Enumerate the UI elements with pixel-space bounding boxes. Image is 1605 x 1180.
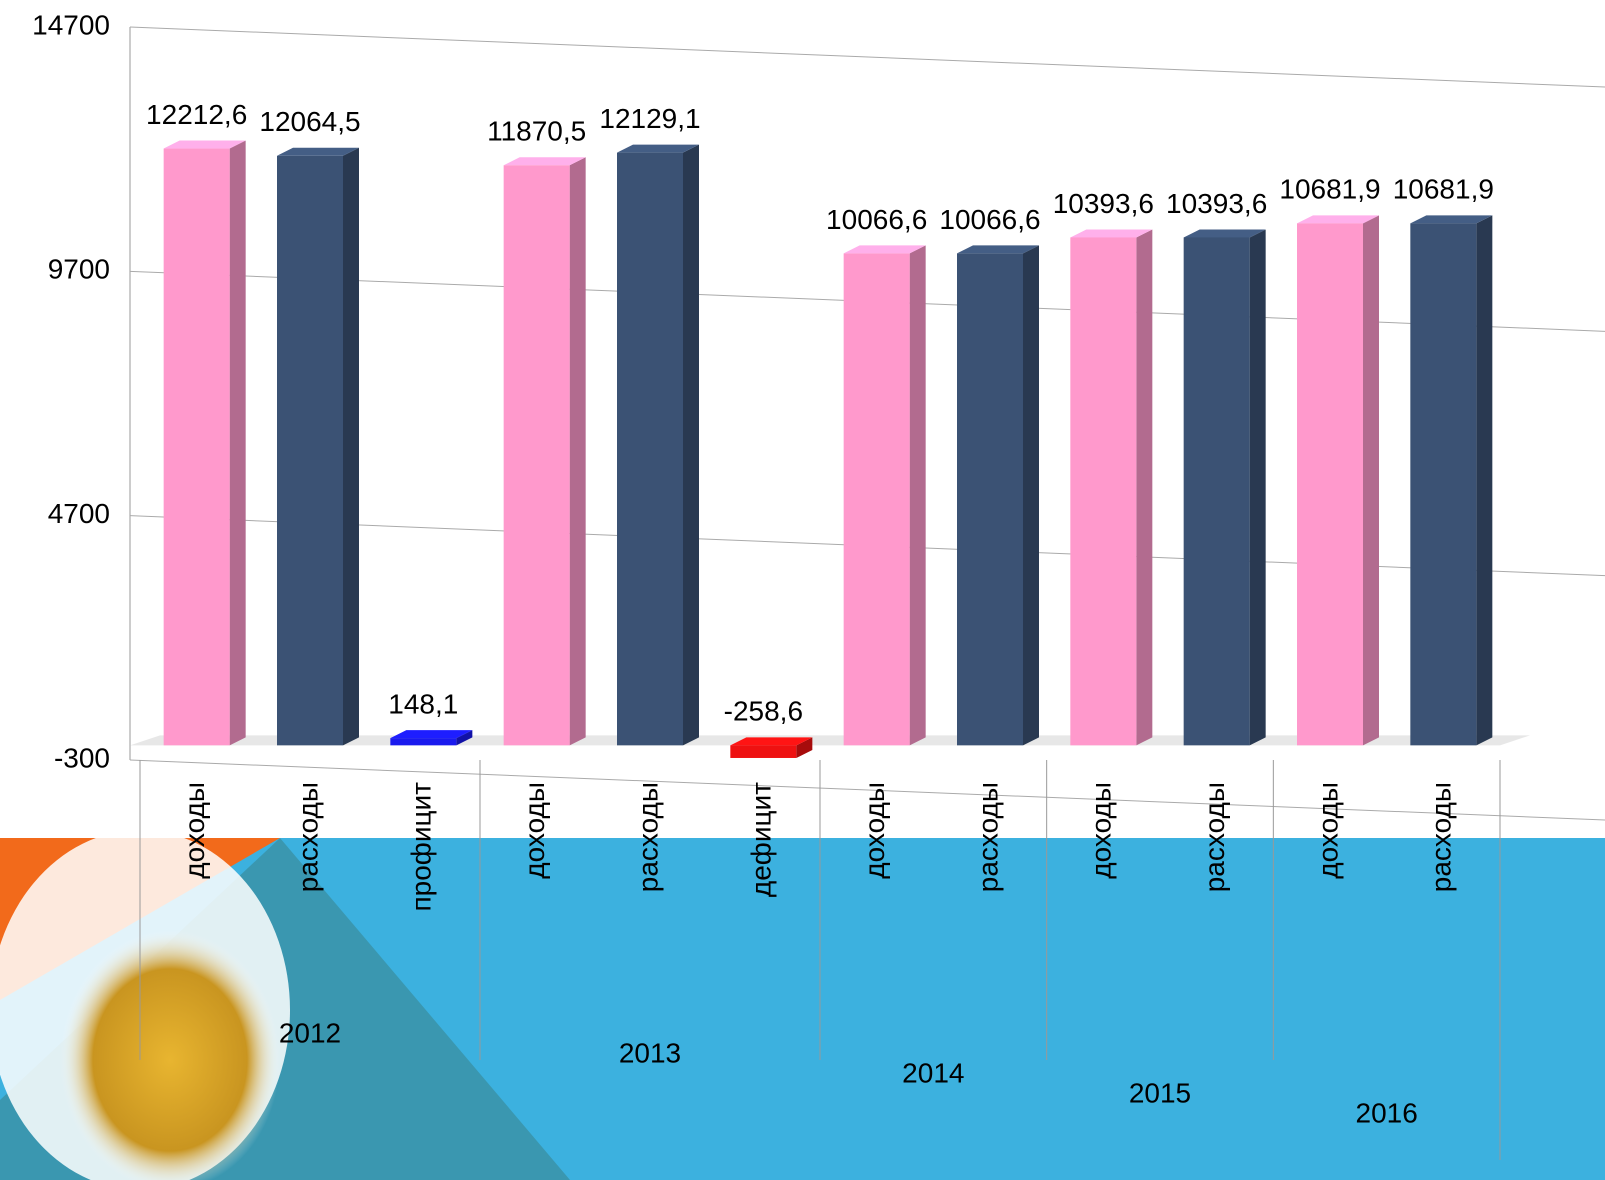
- grid-line: [130, 27, 1605, 87]
- value-label: 12212,6: [146, 99, 247, 130]
- bar: [730, 745, 796, 758]
- bar-side: [910, 245, 926, 745]
- group-label: 2013: [619, 1037, 681, 1068]
- bar: [164, 149, 230, 746]
- value-label: 11870,5: [487, 116, 586, 147]
- value-label: 10681,9: [1279, 174, 1380, 205]
- bar: [1410, 223, 1476, 745]
- bar: [504, 165, 570, 745]
- x-tick-label: расходы: [292, 782, 323, 892]
- bar: [390, 738, 456, 745]
- group-label: 2016: [1356, 1097, 1418, 1128]
- value-label: 148,1: [388, 688, 458, 719]
- bar-side: [1363, 215, 1379, 745]
- x-tick-label: дефицит: [746, 782, 777, 897]
- bar: [617, 153, 683, 746]
- group-label: 2014: [902, 1057, 964, 1088]
- bar-side: [1250, 229, 1266, 745]
- x-tick-label: расходы: [1426, 782, 1457, 892]
- value-label: 10066,6: [939, 204, 1040, 235]
- y-tick-label: 14700: [32, 9, 110, 40]
- value-label: 10393,6: [1053, 188, 1154, 219]
- y-tick-label: 4700: [48, 498, 110, 529]
- value-label: 10681,9: [1393, 174, 1494, 205]
- x-tick-label: профицит: [406, 782, 437, 912]
- y-tick-label: 9700: [48, 254, 110, 285]
- group-label: 2015: [1129, 1077, 1191, 1108]
- group-label: 2012: [279, 1017, 341, 1048]
- x-tick-label: доходы: [1312, 782, 1343, 879]
- page: {"chart_data": {"type": "bar3d", "ylim":…: [0, 0, 1605, 1180]
- x-tick-label: доходы: [859, 782, 890, 879]
- x-tick-label: расходы: [972, 782, 1003, 892]
- bar: [1070, 237, 1136, 745]
- bar: [277, 156, 343, 746]
- value-label: -258,6: [724, 696, 803, 727]
- x-tick-label: расходы: [1199, 782, 1230, 892]
- bar: [1297, 223, 1363, 745]
- chart: -300 4700 9700 14700 доходы 12212,6 расходы 120…: [0, 0, 1605, 1180]
- bar-side: [1136, 229, 1152, 745]
- value-label: 12064,5: [259, 106, 360, 137]
- bar-side: [1476, 215, 1492, 745]
- bar-side: [570, 157, 586, 745]
- bar: [1184, 237, 1250, 745]
- bar: [957, 253, 1023, 745]
- x-tick-label: доходы: [519, 782, 550, 879]
- x-tick-label: доходы: [1086, 782, 1117, 879]
- x-tick-label: расходы: [632, 782, 663, 892]
- bar-side: [683, 145, 699, 746]
- bar: [844, 253, 910, 745]
- x-tick-label: доходы: [179, 782, 210, 879]
- bar-side: [230, 141, 246, 746]
- y-tick-label: -300: [54, 742, 110, 773]
- bar-side: [343, 148, 359, 746]
- value-label: 12129,1: [599, 103, 700, 134]
- value-label: 10066,6: [826, 204, 927, 235]
- bar-side: [1023, 245, 1039, 745]
- value-label: 10393,6: [1166, 188, 1267, 219]
